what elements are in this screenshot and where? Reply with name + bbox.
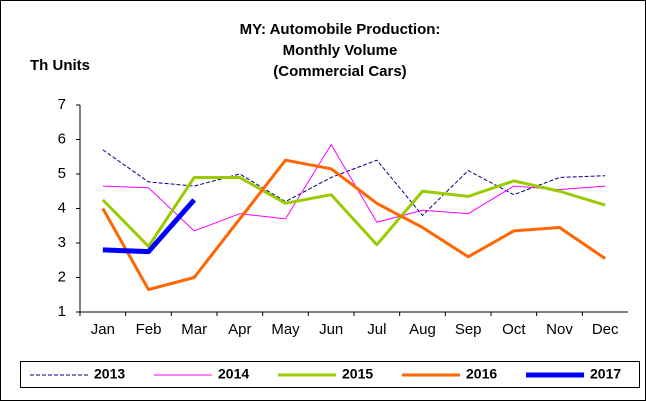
x-tick-label: Apr: [228, 321, 251, 338]
series-line: [101, 158, 607, 292]
legend-label: 2017: [590, 366, 621, 382]
y-tick-label: 4: [58, 199, 66, 216]
x-tick-label: Dec: [592, 321, 619, 338]
x-tick-label: Mar: [181, 321, 207, 338]
series-line: [102, 144, 606, 232]
chart-title: Monthly Volume: [283, 42, 398, 59]
y-tick-label: 5: [58, 165, 66, 182]
y-tick-label: 7: [58, 96, 66, 113]
x-tick-label: Jul: [367, 321, 386, 338]
x-tick-label: Nov: [546, 321, 573, 338]
y-tick-label: 6: [58, 130, 66, 147]
legend-label: 2014: [218, 366, 249, 382]
x-tick-label: Aug: [409, 321, 436, 338]
chart-title: MY: Automobile Production:: [240, 21, 441, 38]
series-line: [102, 198, 197, 255]
y-axis-label: Th Units: [30, 57, 90, 74]
y-tick-label: 1: [58, 303, 66, 320]
x-tick-label: Jun: [319, 321, 343, 338]
legend-label: 2015: [342, 366, 373, 382]
x-tick-label: Jan: [91, 321, 115, 338]
x-tick-label: Feb: [136, 321, 162, 338]
series-line: [101, 175, 606, 248]
x-tick-label: Sep: [455, 321, 482, 338]
y-tick-label: 2: [58, 268, 66, 285]
x-tick-label: Oct: [502, 321, 526, 338]
chart-title: (Commercial Cars): [273, 63, 406, 80]
legend-label: 2013: [94, 366, 125, 382]
legend-label: 2016: [466, 366, 497, 382]
y-tick-label: 3: [58, 234, 66, 251]
series-line: [102, 149, 606, 216]
x-tick-label: May: [271, 321, 300, 338]
